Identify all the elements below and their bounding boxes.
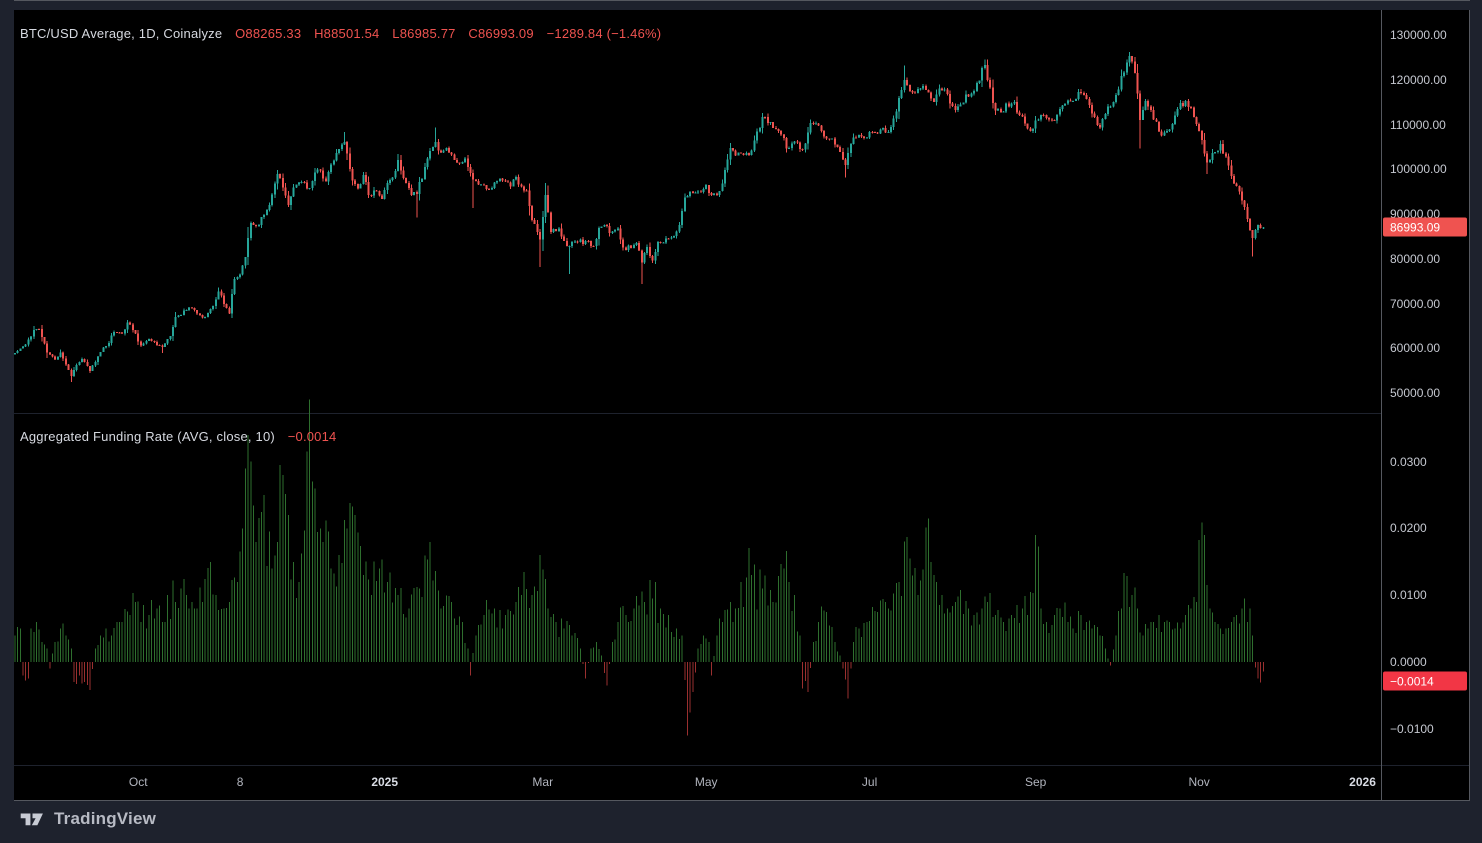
ohlc-close: C86993.09 [468, 26, 534, 41]
time-axis[interactable]: Oct 8 2025 Mar May Jul Sep Nov 2026 [14, 766, 1469, 800]
frame-border-bottom [14, 800, 1470, 801]
funding-value-badge: −0.0014 [1383, 671, 1467, 691]
time-axis-separator [14, 0, 1470, 1]
time-axis-label: Oct [128, 775, 148, 789]
ohlc-low: L86985.77 [392, 26, 456, 41]
price-tick-label: 70000.00 [1390, 296, 1441, 311]
branding-bar: TradingView [20, 809, 156, 829]
price-tick-label: 60000.00 [1390, 341, 1441, 356]
price-tick-label: 110000.00 [1390, 117, 1446, 132]
price-axis-separator [1381, 10, 1382, 801]
time-axis-label: May [694, 775, 718, 789]
ohlc-open: O88265.33 [235, 26, 302, 41]
tradingview-logo-text[interactable]: TradingView [54, 809, 157, 828]
price-tick-label: 50000.00 [1390, 386, 1441, 400]
funding-tick-label: 0.0200 [1390, 521, 1427, 536]
time-axis-label: Jul [861, 775, 878, 789]
funding-indicator-title[interactable]: Aggregated Funding Rate (AVG, close, 10) [20, 429, 275, 444]
funding-tick-label: 0.0000 [1390, 655, 1427, 669]
price-pane[interactable] [14, 10, 1381, 413]
frame-border-right [1469, 10, 1470, 801]
time-axis-year-label: 2025 [371, 775, 399, 789]
time-axis-label: Nov [1188, 775, 1210, 789]
ohlc-change: −1289.84 (−1.46%) [546, 26, 662, 41]
price-tick-label: 100000.00 [1390, 162, 1447, 177]
time-axis-label: Mar [532, 775, 554, 789]
price-tick-label: 120000.00 [1390, 72, 1447, 87]
funding-tick-label: 0.0300 [1390, 454, 1427, 469]
time-axis-year-label: 2026 [1349, 775, 1376, 789]
funding-legend: Aggregated Funding Rate (AVG, close, 10)… [20, 429, 336, 444]
funding-tick-label: 0.0100 [1390, 588, 1427, 603]
ohlc-high: H88501.54 [314, 26, 380, 41]
tradingview-logo-icon[interactable] [20, 809, 45, 829]
price-tick-label: 80000.00 [1390, 251, 1441, 266]
symbol-title[interactable]: BTC/USD Average, 1D, Coinalyze [20, 26, 223, 41]
funding-pane[interactable] [14, 414, 1381, 765]
price-tick-label: 130000.00 [1390, 28, 1447, 42]
time-axis-label: 8 [236, 775, 244, 789]
funding-value: −0.0014 [287, 429, 337, 444]
time-axis-label: Sep [1025, 775, 1047, 789]
price-legend: BTC/USD Average, 1D, Coinalyze O88265.33… [20, 26, 661, 41]
funding-tick-label: −0.0100 [1390, 721, 1434, 736]
last-price-badge: 86993.09 [1383, 217, 1467, 237]
price-tick-label: 90000.00 [1390, 207, 1441, 221]
price-axis[interactable]: 86993.09 −0.0014 130000.00 120000.00 11000… [1382, 10, 1469, 765]
